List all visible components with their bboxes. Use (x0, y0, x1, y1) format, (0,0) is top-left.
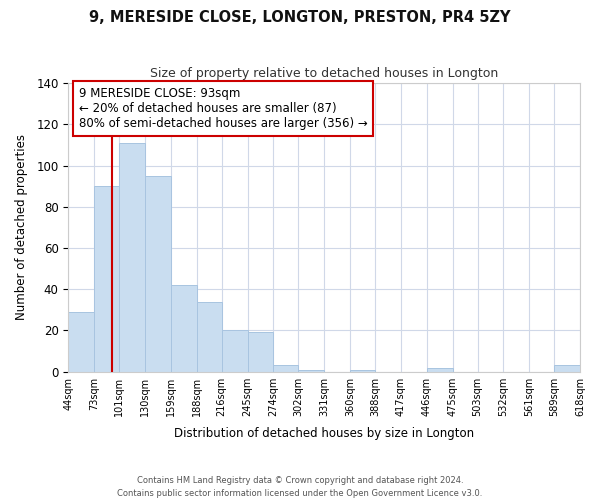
Bar (298, 370, 324, 372)
Text: 9 MERESIDE CLOSE: 93sqm
← 20% of detached houses are smaller (87)
80% of semi-de: 9 MERESIDE CLOSE: 93sqm ← 20% of detache… (79, 88, 367, 130)
Bar (350, 370, 375, 372)
Title: Size of property relative to detached houses in Longton: Size of property relative to detached ho… (150, 68, 499, 80)
Bar (248, 332, 274, 372)
Bar (94, 186, 119, 372)
X-axis label: Distribution of detached houses by size in Longton: Distribution of detached houses by size … (174, 427, 474, 440)
Bar (427, 368, 452, 372)
Bar (171, 285, 197, 372)
Bar (197, 302, 222, 372)
Bar (274, 366, 298, 372)
Y-axis label: Number of detached properties: Number of detached properties (15, 134, 28, 320)
Bar (145, 176, 171, 372)
Bar (68, 312, 94, 372)
Bar (119, 143, 145, 372)
Bar (554, 366, 580, 372)
Bar (222, 330, 248, 372)
Text: 9, MERESIDE CLOSE, LONGTON, PRESTON, PR4 5ZY: 9, MERESIDE CLOSE, LONGTON, PRESTON, PR4… (89, 10, 511, 25)
Text: Contains HM Land Registry data © Crown copyright and database right 2024.
Contai: Contains HM Land Registry data © Crown c… (118, 476, 482, 498)
